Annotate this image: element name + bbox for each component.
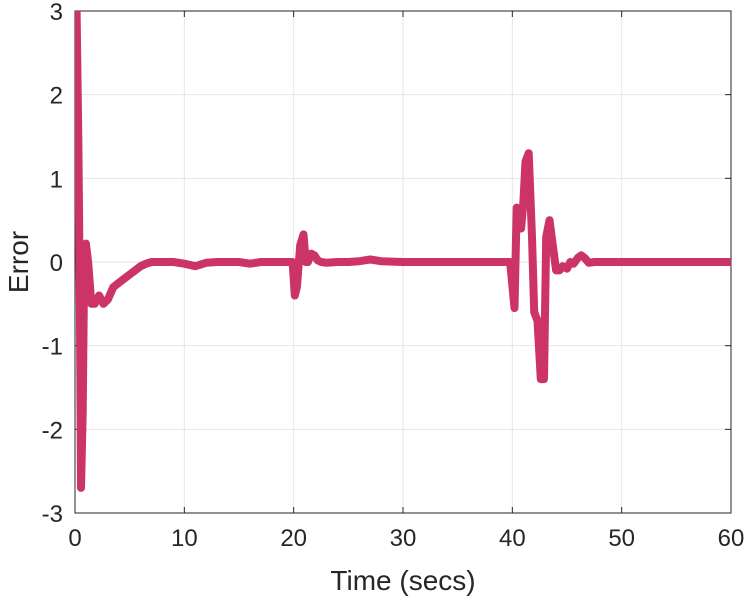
y-tick-label: -1 bbox=[42, 334, 63, 361]
x-tick-label: 50 bbox=[608, 525, 635, 552]
x-tick-label: 30 bbox=[390, 525, 417, 552]
y-tick-label: -2 bbox=[42, 417, 63, 444]
y-tick-label: 3 bbox=[50, 0, 63, 26]
x-axis-label: Time (secs) bbox=[330, 565, 475, 596]
tick-labels: 0 10 20 30 40 50 60 -3 -2 -1 0 1 2 3 bbox=[42, 0, 745, 552]
x-tick-label: 40 bbox=[499, 525, 526, 552]
y-axis-label: Error bbox=[3, 231, 34, 293]
y-tick-label: 2 bbox=[50, 83, 63, 110]
error-series-line bbox=[75, 11, 731, 492]
y-tick-label: -3 bbox=[42, 501, 63, 528]
x-tick-label: 0 bbox=[68, 525, 81, 552]
x-tick-label: 20 bbox=[280, 525, 307, 552]
series-layer bbox=[75, 11, 731, 492]
y-tick-label: 1 bbox=[50, 166, 63, 193]
x-tick-label: 60 bbox=[718, 525, 745, 552]
y-tick-label: 0 bbox=[50, 250, 63, 277]
x-tick-label: 10 bbox=[171, 525, 198, 552]
